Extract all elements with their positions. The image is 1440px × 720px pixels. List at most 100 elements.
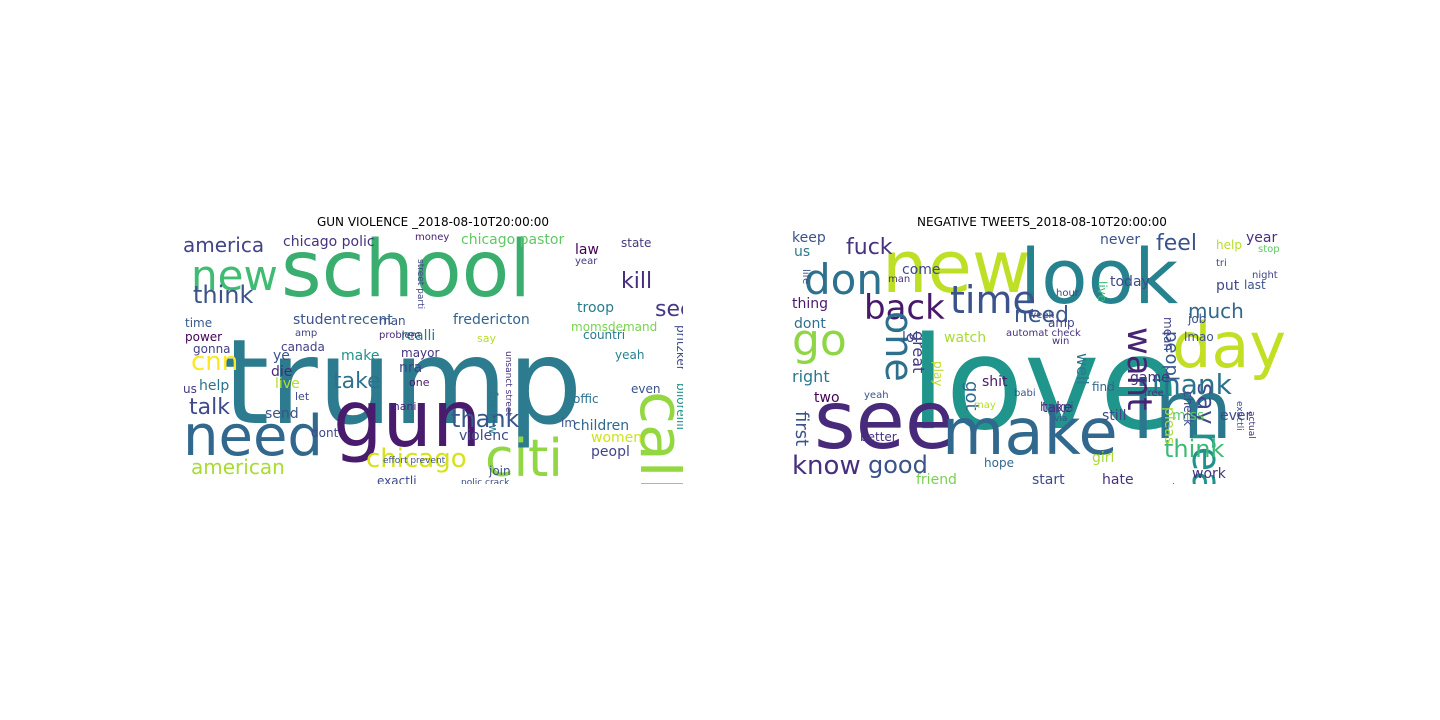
cloud-word: two xyxy=(814,390,840,406)
cloud-word: win xyxy=(1052,336,1070,347)
cloud-word: better xyxy=(860,430,897,444)
cloud-word: need xyxy=(1014,303,1069,328)
cloud-word: gonna xyxy=(193,342,231,356)
cloud-word: happi xyxy=(1040,400,1074,414)
cloud-word: die xyxy=(271,364,293,380)
cloud-word: street parti xyxy=(415,259,425,310)
cloud-word: tri xyxy=(1216,258,1227,269)
cloud-word: find xyxy=(1092,380,1115,394)
cloud-word: man xyxy=(888,274,911,285)
cloud-word: yeah xyxy=(864,390,889,401)
cloud-word: hour xyxy=(1056,288,1079,299)
cloud-word: never xyxy=(1100,232,1141,248)
cloud-word: hate xyxy=(1102,472,1134,484)
cloud-word: american xyxy=(191,455,285,479)
cloud-word: school xyxy=(281,231,532,315)
cloud-word: pritzker xyxy=(674,325,683,371)
cloud-word: live xyxy=(1095,281,1109,303)
cloud-word: power xyxy=(185,330,223,344)
cloud-word: citi xyxy=(485,429,563,484)
cloud-word: see xyxy=(655,297,683,322)
cloud-word: day xyxy=(1172,309,1287,382)
cloud-word: canada xyxy=(281,340,325,354)
cloud-word: dont xyxy=(794,316,826,332)
cloud-word: night xyxy=(1252,270,1278,281)
cloud-word: babi xyxy=(1014,388,1036,399)
cloud-word: lol xyxy=(902,330,919,346)
cloud-word: let xyxy=(295,390,310,403)
cloud-word: trump xyxy=(223,313,583,451)
cloud-word: much xyxy=(1188,299,1244,323)
cloud-word: even xyxy=(631,382,661,396)
cloud-word: gun xyxy=(333,375,482,465)
cloud-word: amp xyxy=(295,328,318,339)
cloud-word: check xyxy=(1181,391,1195,427)
cloud-word: polic crack xyxy=(461,478,510,485)
cloud-word: mean xyxy=(1161,317,1175,352)
cloud-word: feel xyxy=(1156,231,1197,256)
cloud-word: need xyxy=(183,404,323,469)
cloud-word: one xyxy=(409,376,430,389)
cloud-word: actual xyxy=(1246,411,1256,439)
cloud-word: time xyxy=(950,278,1036,322)
cloud-word: help xyxy=(1216,238,1242,252)
cloud-word: automat check xyxy=(1006,328,1081,339)
cloud-word: new xyxy=(882,231,1031,309)
cloud-word: live xyxy=(275,376,300,392)
cloud-word: start xyxy=(1032,472,1065,484)
cloud-word: amp xyxy=(1048,316,1075,330)
cloud-word: fredericton xyxy=(453,312,530,328)
cloud-word: come xyxy=(902,262,941,278)
cloud-word: keep xyxy=(792,231,826,246)
cloud-word: game xyxy=(1130,370,1170,386)
cloud-word: lmao xyxy=(1184,330,1214,344)
panel-title-gun-violence: GUN VIOLENCE _2018-08-10T20:00:00 xyxy=(316,215,550,229)
cloud-word: work xyxy=(1192,466,1226,482)
cloud-word: see xyxy=(814,374,955,467)
cloud-word: love xyxy=(910,310,1179,459)
cloud-word: peopl xyxy=(591,444,630,460)
cloud-word: join xyxy=(489,464,511,478)
cloud-word: free xyxy=(1144,388,1164,399)
cloud-word: right xyxy=(792,367,830,386)
cloud-word: new xyxy=(191,251,278,300)
cloud-word: play xyxy=(931,361,945,387)
cloud-word: nra xyxy=(399,360,423,376)
cloud-word: today xyxy=(1110,274,1150,290)
cloud-word: unsanct street xyxy=(503,351,513,416)
cloud-word: effort prevent xyxy=(383,456,446,466)
cloud-word: say xyxy=(477,332,496,345)
cloud-word: make xyxy=(341,348,380,364)
cloud-word: foxnew xyxy=(486,391,500,435)
cloud-word: chicago xyxy=(366,444,467,474)
cloud-word: student xyxy=(293,312,347,328)
cloud-word: fuck xyxy=(846,235,893,260)
cloud-word: offic xyxy=(573,392,599,406)
cloud-word: friend xyxy=(916,472,957,484)
cloud-word: send xyxy=(265,406,299,422)
cloud-word: still xyxy=(1102,408,1127,424)
cloud-word: make xyxy=(942,396,1118,470)
cloud-word: think xyxy=(193,281,254,309)
cloud-word: help xyxy=(199,378,230,394)
cloud-word: ever xyxy=(1220,408,1252,424)
cloud-word: thing xyxy=(792,296,829,312)
cloud-word: thank xyxy=(451,405,520,433)
cloud-word: biloreilli xyxy=(674,383,683,431)
panel-title-negative-tweets: NEGATIVE TWEETS_2018-08-10T20:00:00 xyxy=(917,215,1167,229)
cloud-word: stop xyxy=(1258,244,1280,255)
cloud-word: may xyxy=(974,400,996,411)
cloud-word: america xyxy=(183,233,265,257)
cloud-word: last xyxy=(1244,278,1266,292)
cloud-word: talk xyxy=(189,395,230,420)
cloud-word: year xyxy=(1246,231,1278,246)
cloud-word: job xyxy=(1188,312,1207,326)
cloud-word: us xyxy=(183,382,197,396)
cloud-word: don xyxy=(804,255,883,304)
cloud-word: think xyxy=(1164,435,1225,463)
cloud-word: life xyxy=(800,269,811,285)
cloud-word: via xyxy=(1054,414,1068,424)
cloud-word: year xyxy=(575,256,598,267)
cloud-word: problem xyxy=(379,330,421,341)
